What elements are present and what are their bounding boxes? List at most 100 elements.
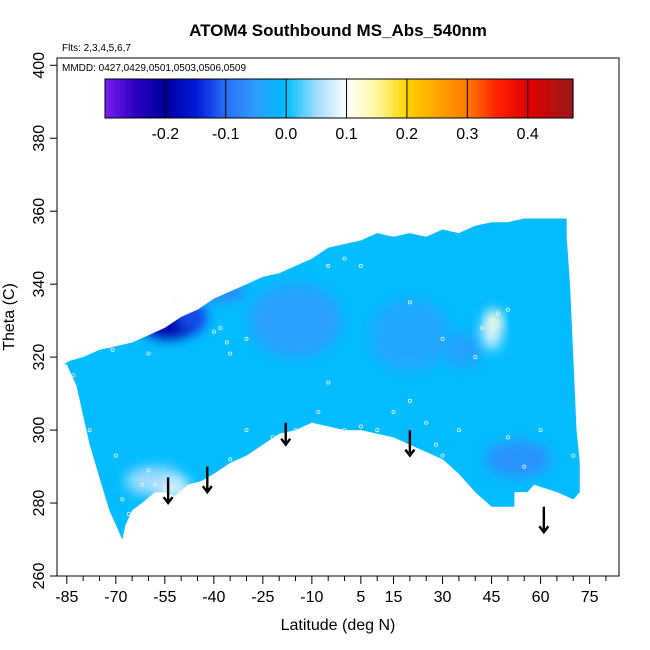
colorbar-swatch [174, 79, 178, 118]
colorbar-swatch [564, 79, 568, 118]
sample-point [270, 435, 275, 440]
x-tick-label: -25 [251, 589, 274, 606]
sample-point [153, 482, 158, 487]
colorbar-swatch [480, 79, 484, 118]
colorbar-swatch [552, 79, 556, 118]
colorbar-swatch [330, 79, 334, 118]
colorbar-swatch [456, 79, 460, 118]
sample-point [211, 475, 216, 480]
colorbar-swatch [393, 79, 397, 118]
colorbar-swatch [537, 79, 541, 118]
colorbar-swatch [306, 79, 310, 118]
colorbar-swatch [186, 79, 190, 118]
colorbar-swatch [417, 79, 421, 118]
colorbar-swatch [318, 79, 322, 118]
colorbar-swatch [258, 79, 262, 118]
field-anomaly [442, 331, 482, 369]
sample-point [107, 344, 112, 349]
colorbar-swatch [252, 79, 256, 118]
colorbar-swatch [141, 79, 145, 118]
colorbar-swatch [498, 79, 502, 118]
colorbar-swatch [114, 79, 118, 118]
colorbar-swatch [366, 79, 370, 118]
down-arrow [162, 477, 174, 506]
y-axis: 260 280 300 320 340 360 380 400 [31, 52, 57, 589]
sample-point [358, 263, 363, 268]
colorbar-swatch [438, 79, 442, 118]
colorbar-swatch [216, 79, 220, 118]
sample-point [391, 409, 396, 414]
colorbar-swatch [555, 79, 559, 118]
colorbar-swatch [312, 79, 316, 118]
colorbar-swatch [450, 79, 454, 118]
colorbar-swatch [231, 79, 235, 118]
colorbar-frame [104, 78, 574, 119]
down-arrow [201, 466, 213, 495]
sample-point [228, 457, 233, 462]
colorbar-swatch [528, 79, 532, 118]
chart-title: ATOM4 Southbound MS_Abs_540nm [189, 21, 487, 40]
colorbar-swatch [255, 79, 259, 118]
colorbar-swatch [489, 79, 493, 118]
colorbar-swatch [228, 79, 232, 118]
colorbar-swatch [423, 79, 427, 118]
colorbar-tick-label: 0.2 [396, 126, 418, 143]
sample-point [293, 428, 298, 433]
colorbar-swatch [150, 79, 154, 118]
colorbar-swatch [519, 79, 523, 118]
colorbar-tick-label: 0.4 [517, 126, 539, 143]
colorbar-swatch [426, 79, 430, 118]
y-axis-label: Theta (C) [1, 283, 18, 351]
colorbar-swatch [504, 79, 508, 118]
colorbar-swatch [501, 79, 505, 118]
colorbar-swatch [282, 79, 286, 118]
colorbar-swatch [483, 79, 487, 118]
x-tick-label: -85 [55, 589, 78, 606]
colorbar-swatch [357, 79, 361, 118]
colorbar-swatch [441, 79, 445, 118]
colorbar-swatch [444, 79, 448, 118]
colorbar-swatch [351, 79, 355, 118]
colorbar-swatch [201, 79, 205, 118]
down-arrow [404, 430, 416, 458]
colorbar-swatch [270, 79, 274, 118]
sample-point [489, 318, 494, 323]
y-tick-label: 340 [31, 271, 48, 298]
colorbar-swatch [261, 79, 265, 118]
x-tick-label: 5 [356, 589, 365, 606]
colorbar-swatch [411, 79, 415, 118]
colorbar-swatch [549, 79, 553, 118]
colorbar-swatch [300, 79, 304, 118]
colorbar-swatch [147, 79, 151, 118]
colorbar-swatch [402, 79, 406, 118]
colorbar-swatch [567, 79, 571, 118]
colorbar-swatch [162, 79, 166, 118]
y-tick-label: 280 [31, 490, 48, 517]
colorbar-swatch [378, 79, 382, 118]
colorbar-swatch [123, 79, 127, 118]
colorbar-swatch [126, 79, 130, 118]
colorbar-tick-label: -0.1 [212, 126, 240, 143]
sample-point [130, 336, 135, 341]
colorbar-swatch [303, 79, 307, 118]
sample-point [424, 420, 429, 425]
colorbar-swatch [522, 79, 526, 118]
colorbar-swatch [471, 79, 475, 118]
sample-point [440, 336, 445, 341]
colorbar-swatch [171, 79, 175, 118]
colorbar-swatch [474, 79, 478, 118]
colorbar-swatch [249, 79, 253, 118]
flights-note: Flts: 2,3,4,5,6,7 [62, 43, 131, 54]
colorbar-swatch [267, 79, 271, 118]
colorbar-swatch [183, 79, 187, 118]
sample-points [71, 256, 579, 524]
colorbar-swatch [285, 79, 289, 118]
x-tick-label: 75 [581, 589, 599, 606]
colorbar-swatch [375, 79, 379, 118]
sample-point [538, 428, 543, 433]
colorbar-swatch [399, 79, 403, 118]
y-tick-label: 320 [31, 344, 48, 371]
colorbar-swatch [144, 79, 148, 118]
sample-point [146, 468, 151, 473]
colorbar-swatch [309, 79, 313, 118]
